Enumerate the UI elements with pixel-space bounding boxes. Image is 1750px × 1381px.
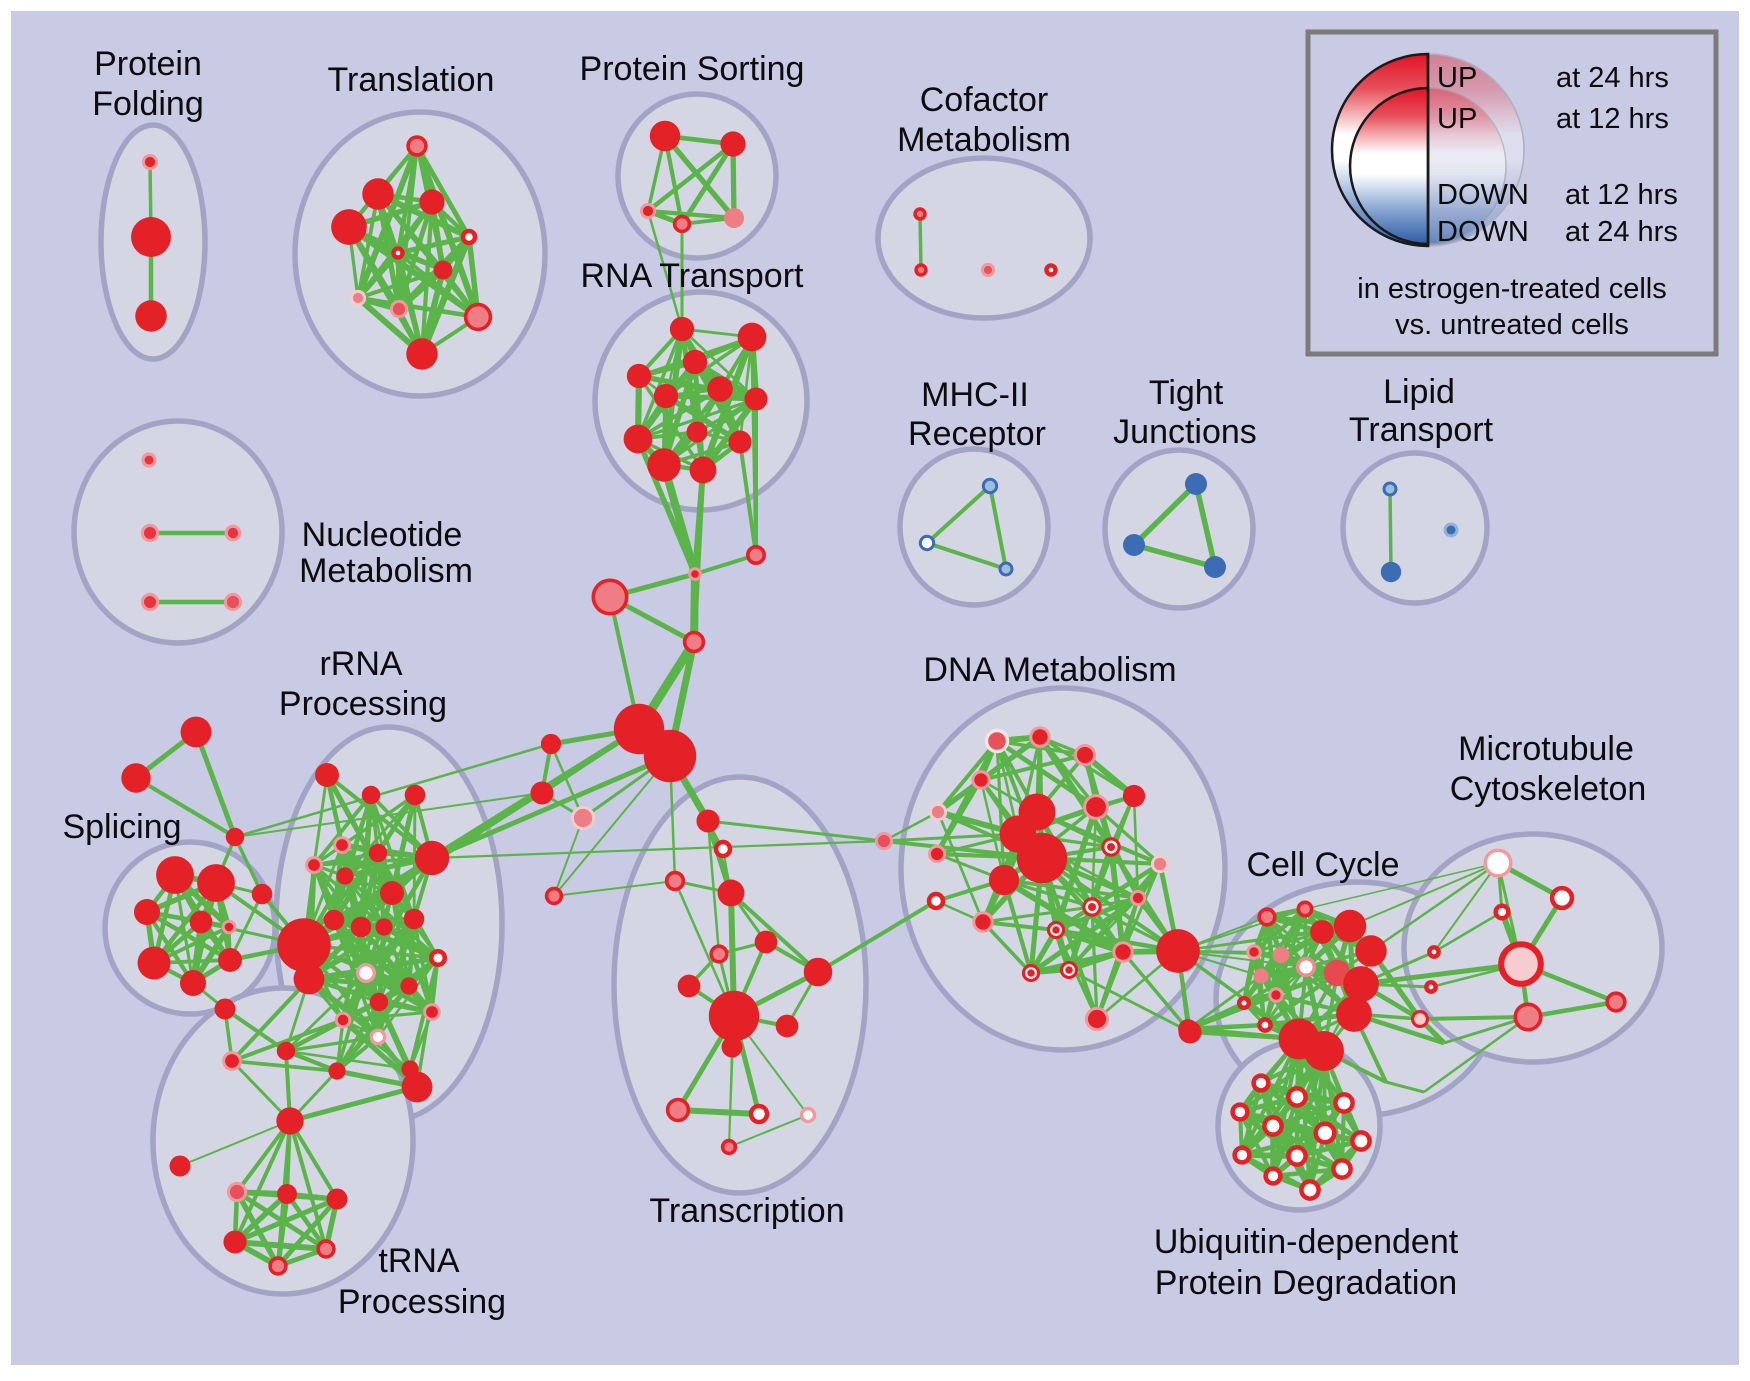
- svg-text:Microtubule: Microtubule: [1458, 730, 1634, 768]
- svg-text:Translation: Translation: [328, 61, 495, 99]
- svg-text:Transport: Transport: [1349, 411, 1494, 449]
- svg-text:Metabolism: Metabolism: [897, 121, 1071, 159]
- svg-text:tRNA: tRNA: [378, 1242, 460, 1280]
- svg-text:UP: UP: [1437, 62, 1477, 94]
- svg-text:Tight: Tight: [1149, 374, 1224, 412]
- svg-text:vs. untreated cells: vs. untreated cells: [1395, 309, 1629, 341]
- svg-text:Nucleotide: Nucleotide: [302, 516, 463, 554]
- svg-text:Cytoskeleton: Cytoskeleton: [1450, 770, 1647, 808]
- svg-text:Receptor: Receptor: [908, 415, 1046, 453]
- svg-text:at 24 hrs: at 24 hrs: [1556, 62, 1669, 94]
- svg-text:rRNA: rRNA: [319, 645, 402, 683]
- svg-text:UP: UP: [1437, 103, 1477, 135]
- svg-text:MHC-II: MHC-II: [921, 376, 1029, 414]
- svg-text:at 12 hrs: at 12 hrs: [1565, 179, 1678, 211]
- svg-text:Protein: Protein: [94, 45, 202, 83]
- svg-text:Cell Cycle: Cell Cycle: [1246, 846, 1399, 884]
- svg-text:at 12 hrs: at 12 hrs: [1556, 103, 1669, 135]
- svg-text:RNA Transport: RNA Transport: [581, 257, 805, 295]
- svg-text:DNA Metabolism: DNA Metabolism: [923, 651, 1176, 689]
- svg-text:Transcription: Transcription: [649, 1192, 844, 1230]
- svg-text:Protein Degradation: Protein Degradation: [1155, 1264, 1457, 1302]
- svg-text:Protein Sorting: Protein Sorting: [580, 50, 805, 88]
- svg-text:DOWN: DOWN: [1437, 216, 1529, 248]
- svg-text:Lipid: Lipid: [1383, 373, 1455, 411]
- svg-text:Splicing: Splicing: [62, 808, 181, 846]
- svg-text:Metabolism: Metabolism: [299, 552, 473, 590]
- svg-text:at 24 hrs: at 24 hrs: [1565, 216, 1678, 248]
- svg-text:Cofactor: Cofactor: [920, 81, 1049, 119]
- svg-text:Junctions: Junctions: [1113, 413, 1257, 451]
- svg-text:in estrogen-treated cells: in estrogen-treated cells: [1357, 273, 1667, 305]
- svg-text:DOWN: DOWN: [1437, 179, 1529, 211]
- svg-text:Processing: Processing: [338, 1283, 506, 1321]
- svg-text:Ubiquitin-dependent: Ubiquitin-dependent: [1154, 1223, 1459, 1261]
- svg-text:Processing: Processing: [279, 685, 447, 723]
- svg-text:Folding: Folding: [92, 85, 204, 123]
